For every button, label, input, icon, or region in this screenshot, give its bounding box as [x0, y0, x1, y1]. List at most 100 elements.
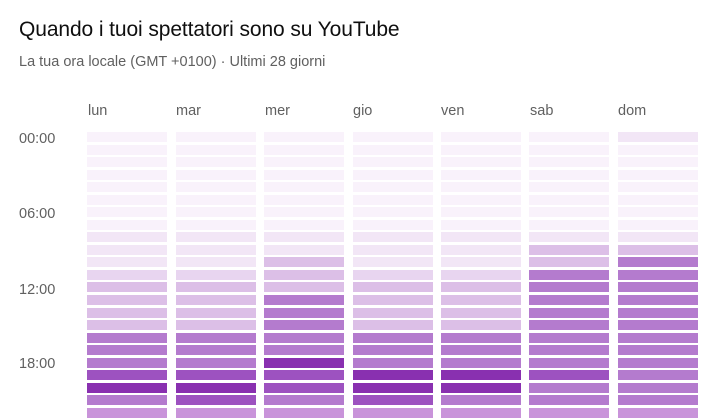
- heatmap-cell[interactable]: [176, 358, 256, 368]
- heatmap-cell[interactable]: [264, 320, 344, 330]
- heatmap-cell[interactable]: [264, 295, 344, 305]
- heatmap-cell[interactable]: [529, 308, 609, 318]
- heatmap-cell[interactable]: [353, 320, 433, 330]
- heatmap-cell[interactable]: [176, 333, 256, 343]
- heatmap-cell[interactable]: [441, 295, 521, 305]
- heatmap-cell[interactable]: [353, 157, 433, 167]
- heatmap-cell[interactable]: [353, 270, 433, 280]
- heatmap-cell[interactable]: [618, 170, 698, 180]
- heatmap-cell[interactable]: [264, 370, 344, 380]
- heatmap-cell[interactable]: [441, 408, 521, 418]
- heatmap-cell[interactable]: [87, 370, 167, 380]
- heatmap-cell[interactable]: [264, 345, 344, 355]
- heatmap-cell[interactable]: [618, 232, 698, 242]
- heatmap-cell[interactable]: [87, 207, 167, 217]
- heatmap-cell[interactable]: [529, 370, 609, 380]
- heatmap-cell[interactable]: [176, 308, 256, 318]
- heatmap-cell[interactable]: [353, 257, 433, 267]
- heatmap-cell[interactable]: [87, 157, 167, 167]
- heatmap-cell[interactable]: [441, 282, 521, 292]
- heatmap-cell[interactable]: [529, 207, 609, 217]
- heatmap-cell[interactable]: [441, 383, 521, 393]
- heatmap-cell[interactable]: [441, 220, 521, 230]
- heatmap-cell[interactable]: [353, 132, 433, 142]
- heatmap-cell[interactable]: [441, 270, 521, 280]
- heatmap-cell[interactable]: [353, 408, 433, 418]
- heatmap-cell[interactable]: [618, 270, 698, 280]
- heatmap-cell[interactable]: [264, 282, 344, 292]
- heatmap-cell[interactable]: [176, 182, 256, 192]
- heatmap-cell[interactable]: [87, 282, 167, 292]
- heatmap-cell[interactable]: [176, 245, 256, 255]
- heatmap-cell[interactable]: [529, 220, 609, 230]
- heatmap-cell[interactable]: [529, 358, 609, 368]
- heatmap-cell[interactable]: [264, 157, 344, 167]
- heatmap-cell[interactable]: [529, 195, 609, 205]
- heatmap-cell[interactable]: [441, 170, 521, 180]
- heatmap-cell[interactable]: [353, 182, 433, 192]
- heatmap-cell[interactable]: [264, 245, 344, 255]
- heatmap-cell[interactable]: [618, 132, 698, 142]
- heatmap-cell[interactable]: [87, 383, 167, 393]
- heatmap-cell[interactable]: [87, 145, 167, 155]
- heatmap-cell[interactable]: [87, 308, 167, 318]
- heatmap-cell[interactable]: [529, 270, 609, 280]
- heatmap-cell[interactable]: [87, 182, 167, 192]
- heatmap-cell[interactable]: [618, 345, 698, 355]
- heatmap-cell[interactable]: [176, 395, 256, 405]
- heatmap-cell[interactable]: [87, 270, 167, 280]
- heatmap-cell[interactable]: [87, 408, 167, 418]
- heatmap-cell[interactable]: [176, 257, 256, 267]
- heatmap-cell[interactable]: [353, 383, 433, 393]
- heatmap-cell[interactable]: [529, 132, 609, 142]
- heatmap-cell[interactable]: [353, 145, 433, 155]
- heatmap-cell[interactable]: [87, 345, 167, 355]
- heatmap-cell[interactable]: [264, 308, 344, 318]
- heatmap-cell[interactable]: [264, 358, 344, 368]
- heatmap-cell[interactable]: [529, 383, 609, 393]
- heatmap-cell[interactable]: [87, 295, 167, 305]
- heatmap-cell[interactable]: [353, 333, 433, 343]
- heatmap-cell[interactable]: [618, 370, 698, 380]
- heatmap-cell[interactable]: [353, 245, 433, 255]
- heatmap-cell[interactable]: [441, 320, 521, 330]
- heatmap-cell[interactable]: [618, 245, 698, 255]
- heatmap-cell[interactable]: [529, 182, 609, 192]
- heatmap-cell[interactable]: [441, 182, 521, 192]
- heatmap-cell[interactable]: [618, 257, 698, 267]
- heatmap-cell[interactable]: [353, 370, 433, 380]
- heatmap-cell[interactable]: [176, 408, 256, 418]
- heatmap-cell[interactable]: [441, 157, 521, 167]
- heatmap-cell[interactable]: [441, 370, 521, 380]
- heatmap-cell[interactable]: [87, 320, 167, 330]
- heatmap-cell[interactable]: [441, 358, 521, 368]
- heatmap-cell[interactable]: [353, 345, 433, 355]
- heatmap-cell[interactable]: [264, 408, 344, 418]
- heatmap-cell[interactable]: [353, 195, 433, 205]
- heatmap-cell[interactable]: [176, 132, 256, 142]
- heatmap-cell[interactable]: [87, 245, 167, 255]
- heatmap-cell[interactable]: [176, 232, 256, 242]
- heatmap-cell[interactable]: [264, 182, 344, 192]
- heatmap-cell[interactable]: [529, 170, 609, 180]
- heatmap-cell[interactable]: [618, 220, 698, 230]
- heatmap-cell[interactable]: [618, 383, 698, 393]
- heatmap-cell[interactable]: [264, 395, 344, 405]
- heatmap-cell[interactable]: [353, 220, 433, 230]
- heatmap-cell[interactable]: [353, 170, 433, 180]
- heatmap-cell[interactable]: [618, 408, 698, 418]
- heatmap-cell[interactable]: [441, 195, 521, 205]
- heatmap-cell[interactable]: [353, 308, 433, 318]
- heatmap-cell[interactable]: [618, 333, 698, 343]
- heatmap-cell[interactable]: [264, 195, 344, 205]
- heatmap-cell[interactable]: [529, 333, 609, 343]
- heatmap-cell[interactable]: [176, 170, 256, 180]
- heatmap-cell[interactable]: [87, 333, 167, 343]
- heatmap-cell[interactable]: [529, 320, 609, 330]
- heatmap-cell[interactable]: [264, 257, 344, 267]
- heatmap-cell[interactable]: [176, 207, 256, 217]
- heatmap-cell[interactable]: [87, 232, 167, 242]
- heatmap-cell[interactable]: [264, 145, 344, 155]
- heatmap-cell[interactable]: [441, 245, 521, 255]
- heatmap-cell[interactable]: [529, 282, 609, 292]
